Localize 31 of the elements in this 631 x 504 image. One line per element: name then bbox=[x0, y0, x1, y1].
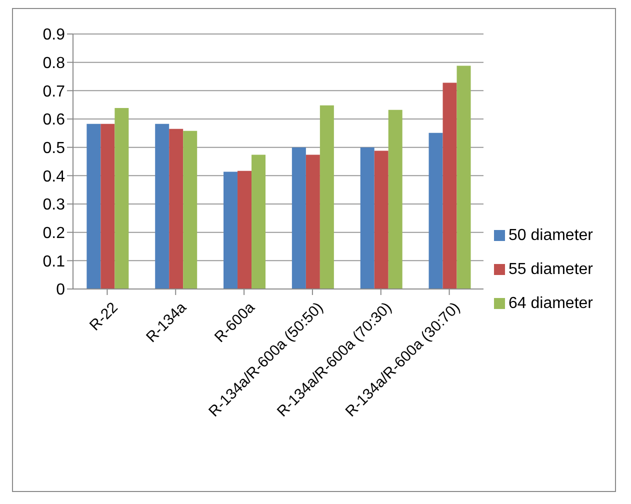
bar bbox=[155, 124, 170, 289]
y-tick-label: 0.1 bbox=[42, 253, 66, 270]
y-tick-label: 0.7 bbox=[42, 83, 66, 100]
legend-label: 64 diameter bbox=[508, 295, 593, 312]
bar bbox=[292, 147, 306, 289]
y-tick-label: 0.2 bbox=[42, 225, 66, 242]
y-tick-label: 0.4 bbox=[42, 168, 66, 186]
bar bbox=[428, 132, 443, 289]
bar bbox=[100, 124, 115, 289]
bar bbox=[442, 82, 457, 289]
bar bbox=[360, 147, 374, 289]
legend-label: 55 diameter bbox=[508, 261, 593, 278]
y-tick-label: 0 bbox=[56, 282, 66, 299]
bar bbox=[388, 110, 402, 289]
bar bbox=[183, 130, 198, 289]
bar bbox=[238, 170, 252, 289]
bar bbox=[374, 150, 388, 289]
y-tick-label: 0.5 bbox=[42, 140, 66, 158]
y-tick-label: 0.9 bbox=[42, 26, 66, 44]
bar bbox=[224, 172, 238, 289]
y-tick-label: 0.8 bbox=[42, 55, 66, 72]
bar bbox=[306, 154, 320, 289]
bar bbox=[169, 128, 184, 289]
bar bbox=[114, 108, 129, 289]
y-tick-label: 0.3 bbox=[42, 196, 66, 214]
legend-label: 50 diameter bbox=[508, 227, 593, 244]
bar bbox=[252, 154, 266, 289]
bar bbox=[456, 66, 471, 289]
bar bbox=[320, 105, 334, 289]
y-tick-label: 0.6 bbox=[42, 112, 66, 129]
bar bbox=[86, 124, 101, 289]
